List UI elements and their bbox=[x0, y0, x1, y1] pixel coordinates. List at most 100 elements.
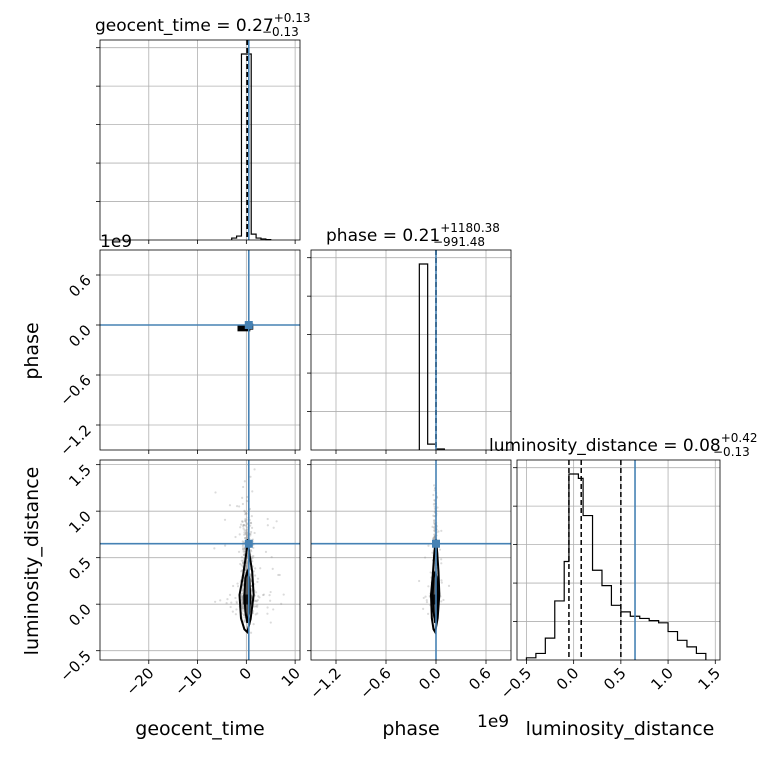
histogram-step bbox=[418, 263, 445, 450]
sample-point bbox=[256, 612, 259, 615]
histogram-step bbox=[525, 473, 707, 660]
sample-point bbox=[422, 596, 425, 600]
x-tick-label: −0.6 bbox=[356, 664, 394, 702]
xlabel-geocent-time: geocent_time bbox=[135, 718, 264, 740]
sample-point bbox=[249, 573, 252, 576]
sample-point bbox=[240, 559, 243, 562]
sample-point bbox=[243, 549, 246, 552]
sample-point bbox=[255, 599, 258, 602]
sample-point bbox=[242, 541, 245, 544]
sample-point bbox=[246, 533, 249, 536]
sample-point bbox=[241, 496, 244, 500]
sample-point bbox=[256, 604, 259, 607]
sample-point bbox=[433, 521, 436, 524]
sample-point bbox=[241, 545, 244, 548]
sample-point bbox=[432, 536, 435, 539]
sample-point bbox=[243, 547, 247, 551]
panel-phase-vs-geocent-time: −1.2 −0.6 0.0 0.6 bbox=[56, 249, 301, 460]
sample-point bbox=[241, 601, 244, 604]
sample-point bbox=[440, 562, 443, 565]
sample-point bbox=[242, 485, 245, 489]
sample-point bbox=[243, 531, 246, 534]
sample-point bbox=[234, 535, 237, 539]
panel-frame bbox=[99, 249, 301, 451]
x-tick-label: 0.0 bbox=[415, 664, 445, 694]
x-gridlines bbox=[148, 40, 296, 240]
sample-point bbox=[242, 547, 245, 551]
x-tick-label: −0.5 bbox=[497, 664, 535, 702]
sample-point bbox=[240, 598, 243, 602]
sample-point bbox=[241, 588, 244, 592]
sample-point bbox=[219, 599, 222, 602]
panel-frame bbox=[516, 459, 721, 661]
sample-point bbox=[269, 590, 272, 594]
sample-point bbox=[275, 520, 278, 523]
sample-point bbox=[266, 606, 269, 609]
sample-point bbox=[223, 544, 227, 547]
truth-marker bbox=[432, 539, 440, 548]
sample-point bbox=[246, 535, 249, 538]
sample-point bbox=[249, 573, 252, 576]
sample-point bbox=[240, 556, 243, 559]
sample-point bbox=[243, 536, 247, 540]
sample-point bbox=[433, 519, 436, 522]
sample-point bbox=[251, 555, 254, 558]
sample-point bbox=[238, 505, 241, 508]
sample-point bbox=[447, 584, 451, 587]
sample-point bbox=[250, 515, 253, 518]
sample-point bbox=[243, 553, 246, 556]
sample-point bbox=[440, 529, 443, 532]
sample-point bbox=[242, 523, 245, 527]
sample-point bbox=[433, 498, 436, 502]
sample-point bbox=[239, 523, 243, 526]
sample-point bbox=[250, 550, 253, 553]
sample-point bbox=[250, 530, 253, 534]
sample-point bbox=[431, 551, 434, 554]
sample-point bbox=[277, 573, 280, 577]
sample-point bbox=[252, 554, 255, 558]
sample-point bbox=[418, 579, 421, 583]
y-tick-label: 0.0 bbox=[65, 600, 95, 630]
sample-point bbox=[242, 527, 245, 530]
y-gridlines bbox=[100, 274, 300, 426]
title-plus-error: +1180.38 bbox=[440, 221, 500, 235]
ylabel-phase: phase bbox=[21, 322, 43, 379]
title-phase: phase = 0.21+1180.38 bbox=[326, 221, 500, 246]
x-tick-label: 0.6 bbox=[465, 664, 495, 694]
sample-point bbox=[432, 537, 435, 540]
sample-point bbox=[244, 521, 248, 524]
sample-point bbox=[234, 596, 237, 600]
sample-point bbox=[244, 536, 247, 540]
sample-point bbox=[256, 605, 259, 608]
sample-point bbox=[246, 559, 249, 562]
sample-point bbox=[259, 567, 262, 570]
y-tick-label: 0.0 bbox=[65, 321, 95, 351]
y-tick-label: 1.0 bbox=[65, 507, 95, 537]
sample-point bbox=[254, 591, 258, 594]
sample-point bbox=[432, 529, 436, 532]
sample-point bbox=[241, 502, 244, 506]
sample-point bbox=[245, 566, 248, 569]
x-tick-label: 0.0 bbox=[553, 664, 583, 694]
sample-point bbox=[246, 566, 249, 570]
sample-point bbox=[427, 544, 430, 547]
sample-point bbox=[253, 468, 256, 471]
sample-point bbox=[245, 564, 248, 567]
title-geocent-time-minus: −0.13 bbox=[262, 25, 299, 39]
title-luminosity-distance-minus: −0.13 bbox=[713, 445, 750, 459]
truth-marker bbox=[244, 321, 253, 329]
sample-point bbox=[235, 608, 238, 611]
x-tick-label: 10 bbox=[278, 664, 304, 690]
y-tick-label: −1.2 bbox=[56, 421, 94, 459]
sample-point bbox=[246, 526, 249, 529]
title-phase-minus: −991.48 bbox=[433, 235, 485, 249]
y-tick-label: −0.6 bbox=[56, 371, 94, 409]
sample-point bbox=[253, 531, 256, 535]
sample-point bbox=[432, 484, 436, 487]
sample-point bbox=[242, 524, 245, 527]
sample-point bbox=[249, 521, 253, 525]
x-tick-label: 0 bbox=[236, 664, 255, 683]
sample-point bbox=[272, 526, 275, 529]
xlabel-luminosity-distance: luminosity_distance bbox=[526, 718, 715, 740]
sample-point bbox=[433, 519, 436, 522]
